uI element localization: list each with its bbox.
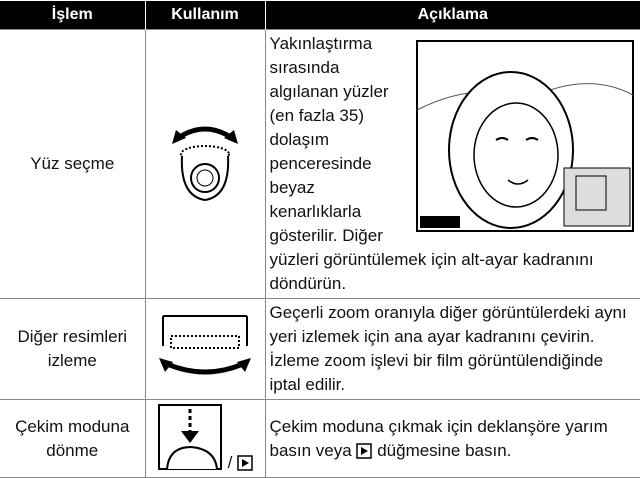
header-cell: İşlem xyxy=(0,1,145,30)
operation: Çekim moduna dönme xyxy=(0,399,146,478)
shutter-icon xyxy=(157,403,222,470)
usage xyxy=(145,298,266,400)
operation: Diğer resimleri izleme xyxy=(0,298,146,400)
header-cell: Açıklama xyxy=(264,1,640,30)
description-text: düğmesine basın. xyxy=(377,440,512,460)
row: Diğer resimleri izleme Geçerli zoom oran… xyxy=(0,298,640,400)
row: Yüz seçme xyxy=(0,29,640,299)
row: Çekim moduna dönme / Çekim moduna çıkmak… xyxy=(0,399,640,478)
header-cell: Kullanım xyxy=(144,1,265,30)
main-dial-icon xyxy=(159,314,251,374)
usage xyxy=(145,29,266,299)
header-row: İşlem Kullanım Açıklama xyxy=(0,1,640,30)
description-text: Çekim moduna çıkmak için deklanşöre yarı… xyxy=(269,416,608,460)
operation: Yüz seçme xyxy=(0,29,146,299)
play-button-icon xyxy=(237,454,253,471)
usage-separator: / xyxy=(227,452,233,472)
description: Çekim moduna çıkmak için deklanşöre yarı… xyxy=(265,399,640,478)
face-image xyxy=(416,40,634,232)
description: Yakınlaştırma sırasında algılanan yüzler… xyxy=(265,29,640,299)
description: Geçerli zoom oranıyla diğer görüntülerde… xyxy=(265,298,640,400)
usage: / xyxy=(145,399,266,478)
description-text: Yakınlaştırma sırasında algılanan yüzler… xyxy=(269,34,594,293)
sub-dial-icon xyxy=(172,126,238,201)
play-button-icon xyxy=(356,442,373,459)
